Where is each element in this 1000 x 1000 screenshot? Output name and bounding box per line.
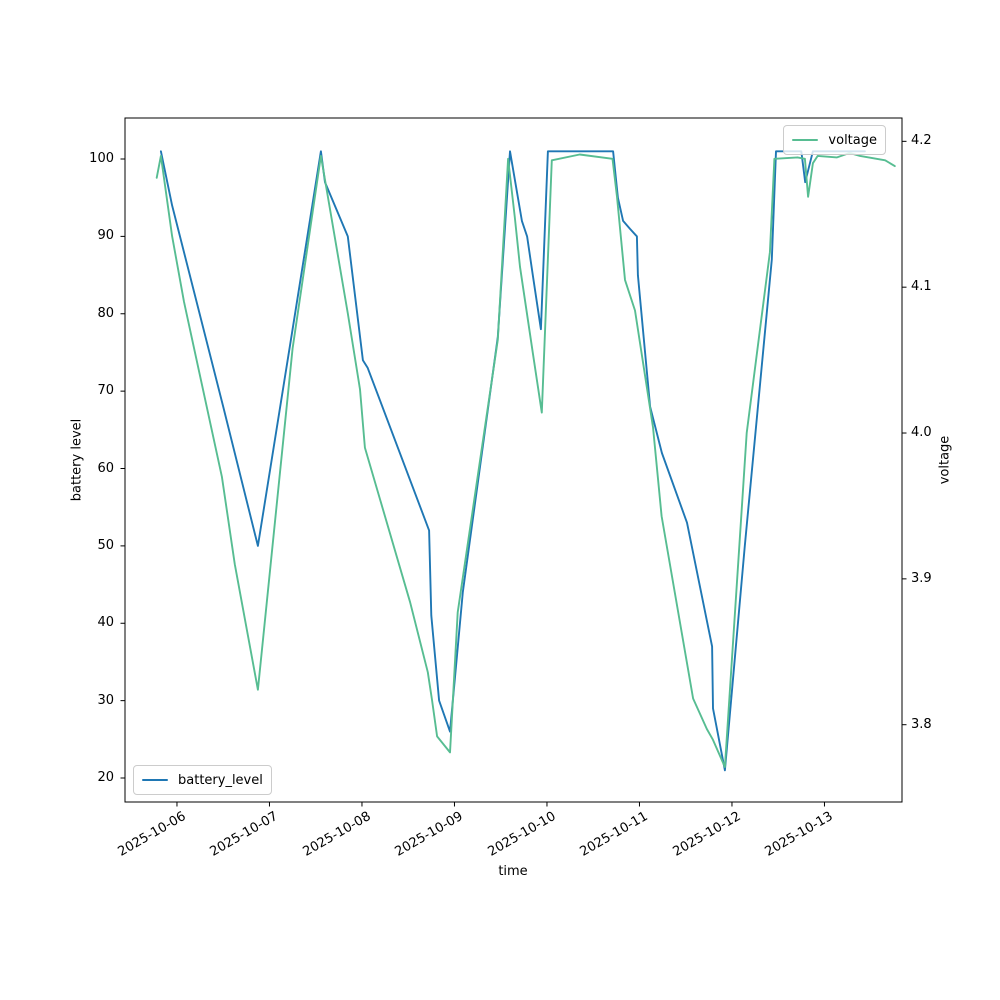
ytick-labels-left: 60 — [97, 460, 114, 476]
legend-voltage: voltage — [783, 125, 886, 155]
ytick-labels-left: 80 — [97, 305, 114, 321]
ytick-labels-right: 4.0 — [911, 425, 932, 441]
y-axis-label-right: voltage — [937, 435, 953, 485]
legend-voltage-label: voltage — [828, 132, 877, 148]
plot-frame — [124, 117, 903, 803]
ytick-labels-left: 100 — [89, 151, 114, 166]
ytick-labels-right: 3.8 — [911, 716, 932, 732]
legend-battery-line-sample — [142, 778, 168, 782]
ytick-labels-right: 4.2 — [911, 133, 932, 149]
legend-voltage-line-sample — [792, 138, 819, 142]
legend-battery-level: battery_level — [133, 765, 272, 795]
ytick-labels-right: 3.9 — [911, 570, 932, 586]
ytick-labels-left: 40 — [97, 615, 114, 631]
ytick-labels-left: 30 — [97, 692, 114, 708]
series-line-battery_level — [159, 150, 866, 772]
series-line-voltage — [155, 152, 896, 768]
ytick-labels-left: 20 — [97, 770, 114, 785]
ytick-labels-left: 70 — [97, 383, 114, 399]
ytick-labels-right: 4.1 — [911, 279, 932, 295]
y-axis-label-left: battery level — [69, 418, 85, 502]
ytick-labels-left: 90 — [97, 228, 114, 244]
legend-battery-label: battery_level — [178, 772, 263, 788]
x-axis-label: time — [498, 864, 528, 879]
ytick-labels-left: 50 — [97, 537, 114, 553]
